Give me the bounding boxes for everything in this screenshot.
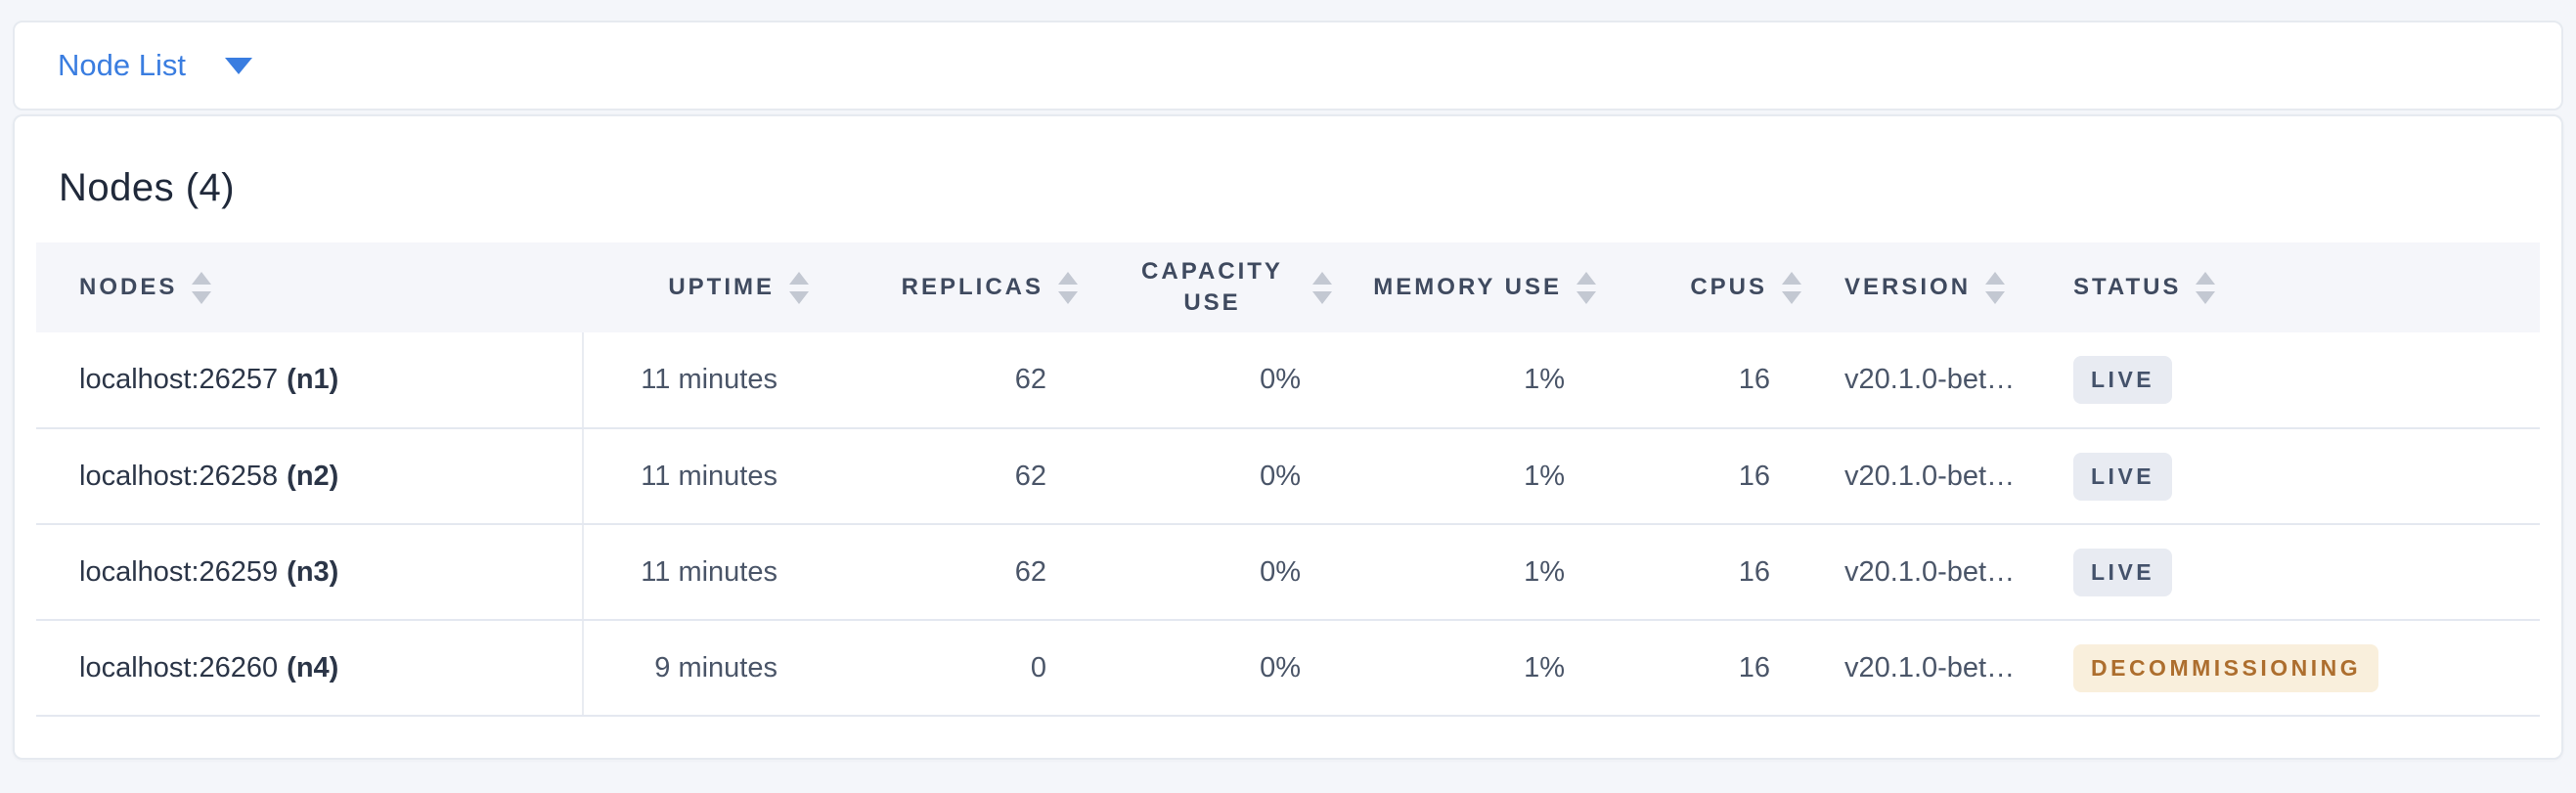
table-header-row: NODES UPTIME REPLICAS CAPACITY USE MEMORY US… (36, 242, 2540, 332)
node-id: (n2) (287, 460, 339, 492)
cell-version: v20.1.0-bet… (1805, 428, 2050, 525)
node-id: (n1) (287, 364, 339, 395)
sort-arrows-icon (192, 271, 212, 304)
page-title: Nodes (4) (59, 166, 236, 209)
node-id: (n4) (287, 651, 339, 683)
cell-memory_use: 1% (1336, 524, 1600, 621)
node-table-wrap: NODES UPTIME REPLICAS CAPACITY USE MEMORY US… (15, 242, 2561, 717)
column-header-cpus[interactable]: CPUS (1600, 242, 1805, 332)
node-table: NODES UPTIME REPLICAS CAPACITY USE MEMORY US… (36, 242, 2540, 717)
caret-down-icon (224, 57, 252, 74)
column-header-replicas[interactable]: REPLICAS (813, 242, 1082, 332)
cell-replicas: 62 (813, 428, 1082, 525)
status-badge: LIVE (2073, 356, 2173, 404)
cell-cpus: 16 (1600, 620, 1805, 717)
cell-version: v20.1.0-bet… (1805, 524, 2050, 621)
node-list-dropdown-label: Node List (58, 48, 186, 82)
sort-arrows-icon (1577, 271, 1596, 304)
cell-memory_use: 1% (1336, 332, 1600, 429)
status-badge: DECOMMISSIONING (2073, 643, 2379, 692)
column-header-label: NODES (79, 273, 178, 300)
column-header-label: UPTIME (668, 273, 775, 300)
cell-replicas: 62 (813, 524, 1082, 621)
column-header-label: VERSION (1844, 273, 1972, 300)
cell-status: LIVE (2050, 428, 2540, 525)
column-header-label: REPLICAS (901, 273, 1044, 300)
cell-nodes: localhost:26260 (n4) (36, 620, 584, 717)
status-badge: LIVE (2073, 452, 2173, 501)
column-header-version[interactable]: VERSION (1805, 242, 2050, 332)
sort-arrows-icon (789, 271, 809, 304)
cell-replicas: 62 (813, 332, 1082, 429)
cell-capacity_use: 0% (1082, 620, 1336, 717)
cell-version: v20.1.0-bet… (1805, 620, 2050, 717)
node-address: localhost:26257 (79, 364, 279, 395)
sort-arrows-icon (1058, 271, 1078, 304)
cell-cpus: 16 (1600, 332, 1805, 429)
column-header-memory_use[interactable]: MEMORY USE (1336, 242, 1600, 332)
node-list-dropdown[interactable]: Node List (15, 48, 252, 83)
cell-capacity_use: 0% (1082, 428, 1336, 525)
node-address: localhost:26259 (79, 555, 279, 588)
cell-memory_use: 1% (1336, 620, 1600, 717)
view-selector-bar: Node List (13, 21, 2563, 110)
cell-uptime: 9 minutes (583, 620, 813, 717)
node-row: localhost:26258 (n2) 11 minutes 62 0% 1% 16 v20… (36, 428, 2540, 525)
column-header-nodes[interactable]: NODES (36, 242, 583, 332)
node-row: localhost:26260 (n4) 9 minutes 0 0% 1% 16 v20.1… (36, 620, 2540, 717)
column-header-label: STATUS (2073, 273, 2182, 300)
cell-capacity_use: 0% (1082, 332, 1336, 429)
sort-arrows-icon (1985, 271, 2006, 304)
cell-capacity_use: 0% (1082, 524, 1336, 621)
cell-replicas: 0 (813, 620, 1082, 717)
column-header-label: CAPACITY USE (1141, 257, 1283, 316)
cell-nodes: localhost:26258 (n2) (36, 428, 584, 525)
nodes-card: Nodes (4) NODES UPTIME REPLICAS CAPACITY US… (13, 114, 2563, 760)
node-address: localhost:26260 (79, 651, 279, 683)
node-row: localhost:26257 (n1) 11 minutes 62 0% 1% 16 v20… (36, 332, 2540, 429)
sort-arrows-icon (1782, 271, 1801, 304)
cell-status: LIVE (2050, 332, 2540, 429)
node-address: localhost:26258 (79, 460, 279, 492)
sort-arrows-icon (1312, 271, 1332, 304)
node-row: localhost:26259 (n3) 11 minutes 62 0% 1% 16 v20… (36, 524, 2540, 621)
cell-version: v20.1.0-bet… (1805, 332, 2050, 429)
column-header-label: CPUS (1690, 273, 1767, 300)
cell-memory_use: 1% (1336, 428, 1600, 525)
cell-status: DECOMMISSIONING (2050, 620, 2540, 717)
column-header-uptime[interactable]: UPTIME (583, 242, 813, 332)
cell-uptime: 11 minutes (583, 524, 813, 621)
column-header-status[interactable]: STATUS (2050, 242, 2540, 332)
node-id: (n3) (287, 555, 339, 588)
column-header-label: MEMORY USE (1373, 273, 1562, 300)
cell-uptime: 11 minutes (583, 428, 813, 525)
column-header-capacity_use[interactable]: CAPACITY USE (1082, 242, 1336, 332)
cell-status: LIVE (2050, 524, 2540, 621)
cell-nodes: localhost:26259 (n3) (36, 524, 584, 621)
sort-arrows-icon (2196, 271, 2216, 304)
cell-nodes: localhost:26257 (n1) (36, 332, 584, 429)
cell-cpus: 16 (1600, 524, 1805, 621)
cell-uptime: 11 minutes (583, 332, 813, 429)
status-badge: LIVE (2073, 548, 2173, 596)
cell-cpus: 16 (1600, 428, 1805, 525)
